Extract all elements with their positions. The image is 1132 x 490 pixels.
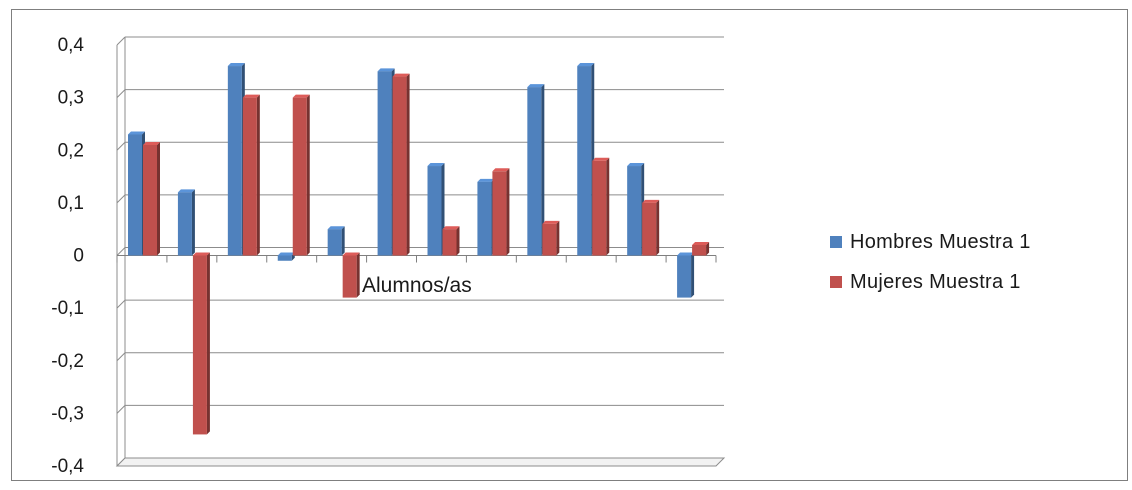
bar-side-hombres [541,84,545,256]
bar-top-hombres [377,68,395,72]
legend-item-hombres: Hombres Muestra 1 [830,222,1031,262]
legend-swatch-hombres [830,236,842,248]
bar-hombres [277,255,292,261]
bar-hombres [227,66,242,256]
bar-hombres [177,192,192,256]
bar-top-mujeres [342,252,360,256]
gridline-depth [116,141,126,151]
bar-side-mujeres [556,220,560,256]
bar-mujeres [592,160,607,256]
bar-top-hombres [677,252,695,256]
bar-hombres [627,166,642,256]
bar-side-mujeres [506,168,510,256]
legend: Hombres Muestra 1 Mujeres Muestra 1 [830,222,1031,302]
y-tick-label: -0,1 [51,298,84,319]
bar-top-mujeres [542,220,560,224]
bar-hombres [677,255,692,298]
gridline-depth [116,405,126,414]
bar-mujeres [642,202,657,256]
bar-mujeres [143,144,157,256]
bar-top-mujeres [242,94,260,98]
bar-top-mujeres [492,168,510,172]
bar-hombres [327,229,342,256]
bar-hombres [427,166,442,256]
gridline-depth [116,194,126,204]
legend-label-hombres: Hombres Muestra 1 [850,230,1031,253]
bar-top-mujeres [592,157,610,161]
bar-side-mujeres [706,241,710,256]
bar-top-hombres [227,63,245,67]
legend-label-mujeres: Mujeres Muestra 1 [850,270,1021,293]
bar-mujeres [192,255,207,435]
bar-top-hombres [177,189,195,193]
y-tick-label: 0,4 [58,35,85,56]
bar-top-hombres [627,163,645,167]
bar-hombres [577,66,592,256]
y-tick-label: 0 [73,246,84,267]
y-tick-label: 0,3 [58,88,84,109]
y-tick-label: -0,4 [51,456,84,477]
y-tick-label: 0,1 [58,193,84,214]
gridline-depth [116,36,126,46]
bar-mujeres [542,223,557,256]
bar-side-mujeres [306,94,310,256]
y-tick-label: -0,2 [51,351,84,372]
bar-top-hombres [577,63,595,67]
bar-hombres [527,87,542,256]
bar-top-hombres [327,226,345,230]
bar-hombres [128,134,142,256]
bar-side-mujeres [656,199,660,256]
bar-side-hombres [191,189,195,256]
bar-side-mujeres [206,252,210,435]
bar-top-hombres [477,178,495,182]
gridline-depth [116,352,126,362]
bar-mujeres [392,76,407,256]
bar-top-mujeres [192,252,210,256]
bar-side-hombres [341,226,345,256]
bar-mujeres [492,171,507,256]
bar-mujeres [692,244,707,256]
bar-top-hombres [128,131,145,135]
bar-top-mujeres [642,199,660,203]
bar-side-mujeres [356,252,360,298]
bar-mujeres [242,97,257,256]
x-axis-title: Alumnos/as [362,274,472,297]
legend-swatch-mujeres [830,276,842,288]
gridline-depth [116,299,126,309]
bar-top-hombres [427,163,445,167]
legend-item-mujeres: Mujeres Muestra 1 [830,262,1031,302]
bar-top-mujeres [392,73,410,77]
bar-hombres [377,71,392,256]
bar-side-mujeres [406,73,410,256]
bar-mujeres [442,229,457,256]
gridline-depth [116,89,126,98]
bar-side-mujeres [256,94,260,256]
bar-side-hombres [691,252,695,298]
y-tick-label: -0,3 [51,403,84,424]
y-tick-label: 0,2 [58,140,84,161]
chart-floor [115,457,726,467]
bar-mujeres [342,255,357,298]
bar-top-mujeres [442,226,460,230]
bar-mujeres [292,97,307,256]
bar-top-hombres [527,84,545,88]
bar-top-mujeres [692,241,710,245]
bar-top-mujeres [292,94,310,98]
bar-side-mujeres [157,141,160,256]
gridline-depth [116,247,126,256]
bar-hombres [477,181,492,256]
bar-side-mujeres [606,157,610,256]
bar-side-mujeres [456,226,460,256]
bar-top-hombres [277,252,295,256]
bar-top-mujeres [143,141,160,145]
